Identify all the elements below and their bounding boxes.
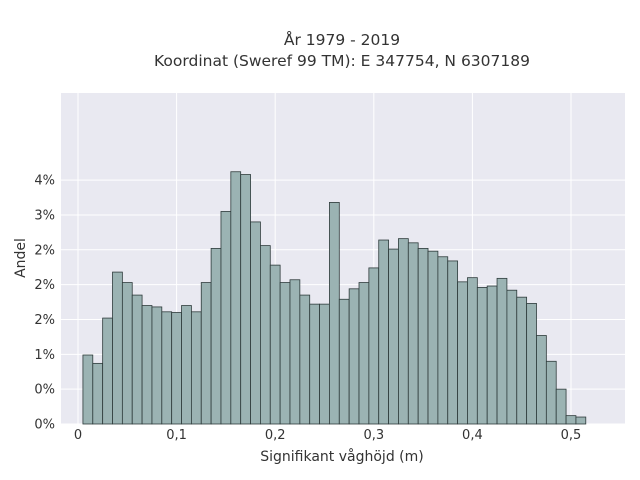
y-tick-label: 0% xyxy=(34,383,55,398)
histogram-bar xyxy=(190,311,202,425)
y-tick-label: 4% xyxy=(34,174,55,189)
histogram-bar xyxy=(289,279,301,425)
y-tick-label: 3% xyxy=(34,208,55,223)
histogram-bar xyxy=(299,294,311,425)
histogram-bar xyxy=(486,285,498,425)
histogram-bar xyxy=(269,264,281,425)
y-axis-label: Andel xyxy=(13,238,29,278)
histogram-bar xyxy=(338,298,350,425)
chart-title-line-2: Koordinat (Sweref 99 TM): E 347754, N 63… xyxy=(154,52,530,70)
histogram-bar xyxy=(151,306,163,425)
histogram-bar xyxy=(131,294,143,425)
histogram-bar xyxy=(398,238,409,425)
histogram-bar xyxy=(427,250,439,425)
histogram-bar xyxy=(181,305,192,425)
histogram-bar xyxy=(506,289,518,425)
histogram-bar xyxy=(82,354,94,425)
histogram-bars xyxy=(82,171,587,425)
histogram-bar xyxy=(368,267,380,425)
x-tick-label: 0,5 xyxy=(561,428,582,443)
x-axis-label: Signifikant våghöjd (m) xyxy=(260,448,423,465)
histogram-bar xyxy=(526,303,537,425)
histogram-bar xyxy=(378,239,389,425)
x-axis-ticks: 0 0,1 0,2 0,3 0,4 0,5 xyxy=(74,428,581,443)
histogram-bar xyxy=(516,296,528,425)
histogram-bar xyxy=(240,174,251,425)
histogram-bar xyxy=(555,388,567,425)
y-tick-label: 2% xyxy=(34,278,55,293)
histogram-bar xyxy=(496,277,508,425)
histogram-bar xyxy=(536,335,547,425)
x-tick-label: 0,2 xyxy=(265,428,286,443)
histogram-bar xyxy=(545,360,557,425)
histogram-bar xyxy=(200,282,212,425)
histogram-bar xyxy=(348,288,360,425)
histogram-bar xyxy=(250,221,261,425)
histogram-bar xyxy=(309,303,320,425)
histogram-bar xyxy=(230,171,242,425)
histogram-bar xyxy=(358,282,370,425)
histogram-bar xyxy=(121,282,133,425)
x-tick-label: 0,1 xyxy=(166,428,187,443)
histogram-bar xyxy=(92,362,104,425)
histogram-bar xyxy=(329,202,340,425)
histogram-bar xyxy=(171,312,182,425)
histogram-bar xyxy=(260,245,271,425)
histogram-bar xyxy=(112,271,123,425)
histogram-bar xyxy=(476,287,488,425)
histogram-bar xyxy=(467,277,478,425)
histogram-bar xyxy=(161,311,173,425)
x-tick-label: 0 xyxy=(74,428,82,443)
histogram-bar xyxy=(220,211,232,425)
histogram-bar xyxy=(447,260,459,425)
histogram-bar xyxy=(102,317,113,425)
histogram-bar xyxy=(388,248,399,425)
y-tick-label: 1% xyxy=(34,348,55,363)
histogram-bar xyxy=(319,303,330,425)
histogram-bar xyxy=(279,282,291,425)
x-tick-label: 0,3 xyxy=(363,428,384,443)
y-tick-label: 2% xyxy=(34,243,55,258)
histogram-bar xyxy=(210,247,222,425)
histogram-bar xyxy=(407,242,419,425)
histogram-bar xyxy=(141,305,153,425)
histogram-bar xyxy=(417,247,429,425)
histogram-bar xyxy=(437,256,449,425)
chart-title-line-1: År 1979 - 2019 xyxy=(284,30,400,49)
y-tick-label: 2% xyxy=(34,313,55,328)
y-tick-label: 0% xyxy=(34,418,55,433)
histogram-bar xyxy=(457,281,468,425)
y-axis-ticks: 0% 0% 1% 2% 2% 2% 3% 4% xyxy=(34,174,55,433)
histogram-bar xyxy=(565,415,577,425)
x-tick-label: 0,4 xyxy=(462,428,483,443)
histogram-bar xyxy=(575,416,587,425)
